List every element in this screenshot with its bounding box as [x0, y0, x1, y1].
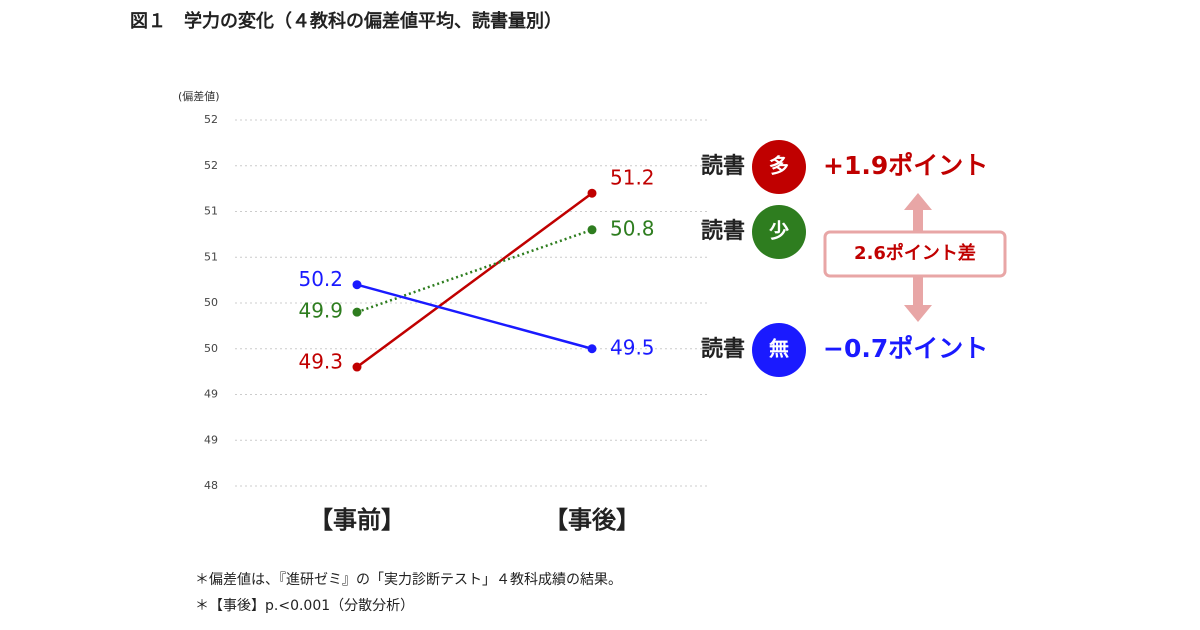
- value-label: 51.2: [610, 166, 655, 190]
- y-tick-label: 52: [204, 113, 218, 126]
- value-label: 50.2: [298, 267, 343, 291]
- legend-title: 読書: [701, 218, 745, 244]
- legend-marker: [752, 140, 806, 194]
- value-label: 49.3: [298, 350, 343, 374]
- difference-label: 2.6ポイント差: [854, 242, 976, 264]
- difference-box: [823, 230, 1007, 278]
- legend-label: 無: [769, 337, 789, 361]
- series-line: [356, 283, 593, 350]
- change-label: −0.7ポイント: [823, 334, 988, 363]
- data-point: [587, 188, 597, 198]
- y-tick-label: 51: [204, 205, 218, 218]
- value-label: 49.9: [298, 299, 343, 323]
- legend-marker: [752, 323, 806, 377]
- data-point: [587, 344, 597, 354]
- data-point: [352, 307, 362, 317]
- y-tick-label: 48: [204, 479, 218, 492]
- y-tick-label: 49: [204, 388, 218, 401]
- value-label: 50.8: [610, 216, 655, 240]
- y-tick-label: 52: [204, 159, 218, 172]
- y-tick-label: 51: [204, 250, 218, 263]
- series-line: [356, 192, 593, 369]
- x-tick-label: 【事後】: [544, 506, 640, 534]
- series-line: [356, 228, 593, 314]
- data-point: [352, 280, 362, 290]
- y-tick-label: 50: [204, 342, 218, 355]
- data-point: [587, 225, 597, 235]
- y-tick-label: 50: [204, 296, 218, 309]
- change-label: +1.9ポイント: [823, 151, 988, 180]
- y-axis-label: (偏差値): [178, 90, 220, 103]
- chart-title: 図１ 学力の変化（４教科の偏差値平均、読書量別）: [130, 10, 562, 32]
- x-tick-label: 【事前】: [309, 506, 405, 534]
- legend-marker: [752, 205, 806, 259]
- note: ＊【事後】p.<0.001（分散分析）: [195, 598, 414, 614]
- legend-label: 少: [769, 219, 789, 243]
- legend-title: 読書: [701, 153, 745, 179]
- note: ＊偏差値は、『進研ゼミ』の「実力診断テスト」４教科成績の結果。: [195, 572, 622, 588]
- data-point: [352, 362, 362, 372]
- legend-title: 読書: [701, 336, 745, 362]
- value-label: 49.5: [610, 335, 655, 359]
- legend-label: 多: [769, 154, 789, 178]
- y-tick-label: 49: [204, 433, 218, 446]
